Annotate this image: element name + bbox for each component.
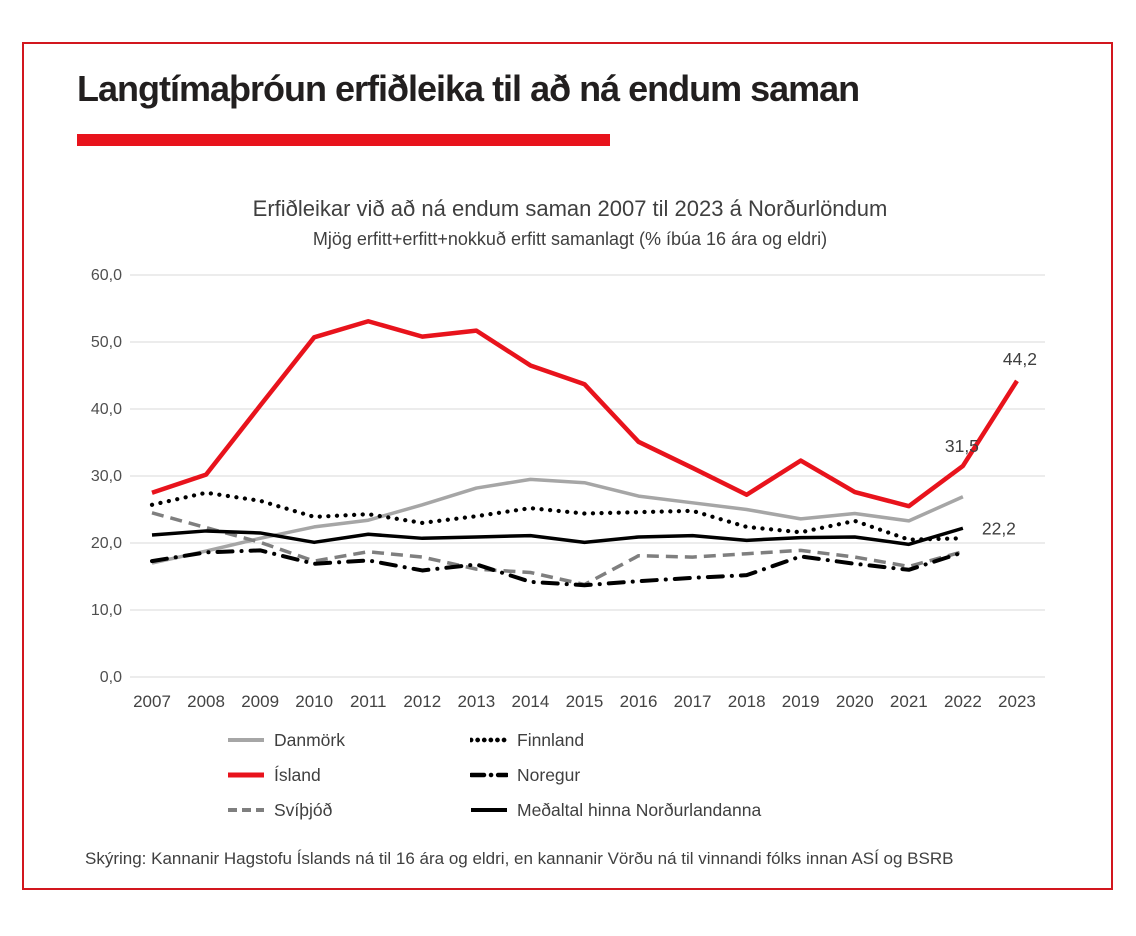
legend-item-island: Ísland	[227, 763, 345, 787]
x-tick-label: 2015	[566, 692, 604, 711]
y-tick-label: 60,0	[91, 267, 122, 284]
y-tick-label: 50,0	[91, 334, 122, 351]
legend-label-island: Ísland	[274, 764, 321, 785]
danmork-line-swatch	[228, 738, 264, 742]
x-tick-label: 2018	[728, 692, 766, 711]
legend-column-left: Danmörk Ísland Svíþjóð	[227, 728, 345, 833]
series-line-me-altal-hinna-nor-urlandanna	[151, 526, 964, 547]
line-chart: 0,0 10,0 20,0 30,0 40,0 50,0 60,0 2007 2008 2009 2…	[91, 267, 1045, 711]
chart-subtitle: Mjög erfitt+erfitt+nokkuð erfitt samanla…	[312, 229, 828, 249]
series-line-danm-rk	[151, 477, 964, 565]
x-tick-label: 2020	[836, 692, 874, 711]
legend-item-medaltal: Meðaltal hinna Norðurlandanna	[470, 798, 761, 822]
legend-column-right: Finnland Noregur Meðaltal hinna Norðurla…	[470, 728, 761, 833]
red-border-frame	[22, 42, 1113, 890]
legend-item-danmork: Danmörk	[227, 728, 345, 752]
medaltal-line-swatch	[471, 808, 507, 812]
footnote: Skýring: Kannanir Hagstofu Íslands ná ti…	[85, 849, 954, 868]
x-tick-label: 2023	[998, 692, 1036, 711]
x-tick-label: 2011	[350, 692, 387, 711]
finnland-line-swatch	[470, 737, 508, 743]
legend-label-finnland: Finnland	[517, 729, 585, 750]
island-line-swatch	[228, 772, 264, 778]
noregur-line-swatch	[470, 772, 508, 778]
title-underline-bar	[77, 134, 610, 146]
x-tick-label: 2016	[620, 692, 658, 711]
chart-legend: Danmörk Ísland Svíþjóð Finnland Noregur	[0, 728, 1136, 838]
svithjod-line-swatch	[228, 808, 264, 812]
data-label: 31,5	[945, 436, 979, 456]
series-line-sv-j-	[151, 511, 964, 587]
series-line--sland	[151, 318, 1019, 509]
x-tick-label: 2019	[782, 692, 820, 711]
legend-label-noregur: Noregur	[517, 764, 581, 785]
series-line-noregur	[150, 548, 965, 588]
series-line-finnland	[149, 490, 966, 542]
legend-item-svithjod: Svíþjóð	[227, 798, 345, 822]
x-tick-label: 2007	[133, 692, 171, 711]
y-tick-label: 30,0	[91, 468, 122, 485]
page-title: Langtímaþróun erfiðleika til að ná endum…	[77, 68, 860, 109]
legend-item-finnland: Finnland	[470, 728, 761, 752]
chart-title: Erfiðleikar við að ná endum saman 2007 t…	[252, 196, 888, 221]
x-tick-label: 2022	[944, 692, 982, 711]
x-tick-label: 2013	[457, 692, 495, 711]
y-tick-label: 20,0	[91, 535, 122, 552]
x-tick-label: 2010	[295, 692, 333, 711]
legend-label-svithjod: Svíþjóð	[274, 799, 333, 820]
legend-label-danmork: Danmörk	[274, 729, 345, 750]
x-tick-label: 2012	[403, 692, 441, 711]
x-tick-label: 2009	[241, 692, 279, 711]
data-label: 22,2	[982, 518, 1016, 538]
legend-label-medaltal: Meðaltal hinna Norðurlandanna	[517, 799, 762, 820]
x-tick-label: 2017	[674, 692, 712, 711]
data-label: 44,2	[1003, 349, 1037, 369]
y-tick-label: 10,0	[91, 602, 122, 619]
x-tick-label: 2021	[890, 692, 928, 711]
y-tick-label: 40,0	[91, 401, 122, 418]
y-tick-label: 0,0	[100, 669, 122, 686]
x-tick-label: 2008	[187, 692, 225, 711]
x-tick-label: 2014	[512, 692, 550, 711]
legend-item-noregur: Noregur	[470, 763, 761, 787]
